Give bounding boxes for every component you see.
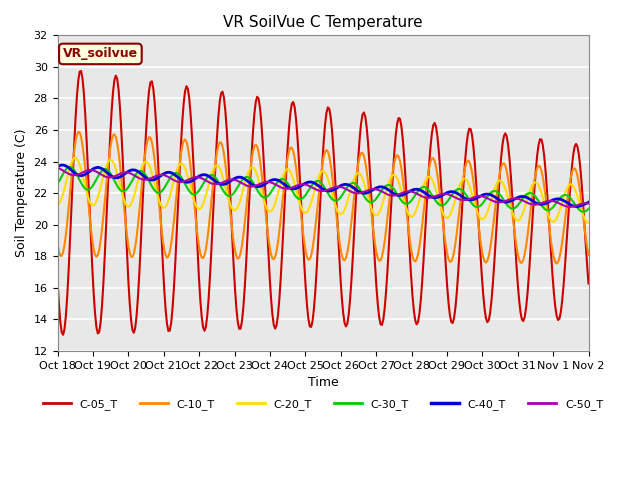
C-10_T [90,246,97,252]
C-40_T [573,204,581,209]
C-30_T [73,172,81,178]
C-40_T [73,171,81,177]
C-10_T [72,138,79,144]
C-10_T [54,241,61,247]
Line: C-40_T: C-40_T [58,165,589,206]
Line: C-50_T: C-50_T [58,168,589,207]
C-30_T [513,204,520,210]
C-40_T [328,188,336,193]
C-50_T [72,172,79,178]
Line: C-10_T: C-10_T [58,132,589,264]
C-05_T [91,310,99,315]
C-30_T [66,164,74,170]
C-30_T [433,200,441,206]
C-30_T [579,209,587,215]
C-50_T [585,201,593,206]
C-10_T [328,171,336,177]
C-40_T [54,164,61,169]
C-50_T [432,193,440,199]
C-10_T [74,129,82,134]
C-20_T [54,201,61,207]
C-10_T [513,243,520,249]
C-40_T [513,195,520,201]
C-10_T [553,261,561,266]
C-05_T [583,262,591,268]
C-05_T [73,93,81,99]
C-05_T [77,68,85,74]
Line: C-05_T: C-05_T [58,71,589,335]
C-05_T [60,332,67,337]
C-40_T [90,166,97,171]
C-50_T [327,186,335,192]
C-50_T [88,168,96,173]
Line: C-30_T: C-30_T [58,167,589,212]
C-20_T [90,203,97,208]
C-05_T [514,281,522,287]
C-20_T [73,156,81,162]
C-20_T [582,218,589,224]
C-30_T [90,181,97,187]
Text: VR_soilvue: VR_soilvue [63,48,138,60]
X-axis label: Time: Time [308,376,339,389]
Title: VR SoilVue C Temperature: VR SoilVue C Temperature [223,15,423,30]
C-40_T [433,194,441,200]
C-40_T [585,199,593,205]
C-50_T [54,165,61,171]
C-05_T [330,147,337,153]
C-30_T [585,206,593,212]
C-10_T [585,252,593,258]
C-10_T [583,244,591,250]
C-05_T [435,148,443,154]
C-20_T [433,192,441,198]
C-30_T [328,196,336,202]
C-10_T [433,172,441,178]
C-40_T [58,162,65,168]
C-20_T [328,191,336,196]
C-05_T [54,277,61,283]
Y-axis label: Soil Temperature (C): Soil Temperature (C) [15,129,28,257]
C-20_T [513,217,520,223]
C-50_T [511,195,519,201]
C-05_T [585,281,593,287]
Legend: C-05_T, C-10_T, C-20_T, C-30_T, C-40_T, C-50_T: C-05_T, C-10_T, C-20_T, C-30_T, C-40_T, … [38,395,607,415]
Line: C-20_T: C-20_T [58,158,589,223]
C-50_T [566,204,574,210]
C-20_T [585,220,593,226]
C-50_T [582,200,589,206]
C-20_T [72,155,79,161]
C-30_T [54,181,61,187]
C-30_T [583,207,591,213]
C-40_T [583,200,591,206]
